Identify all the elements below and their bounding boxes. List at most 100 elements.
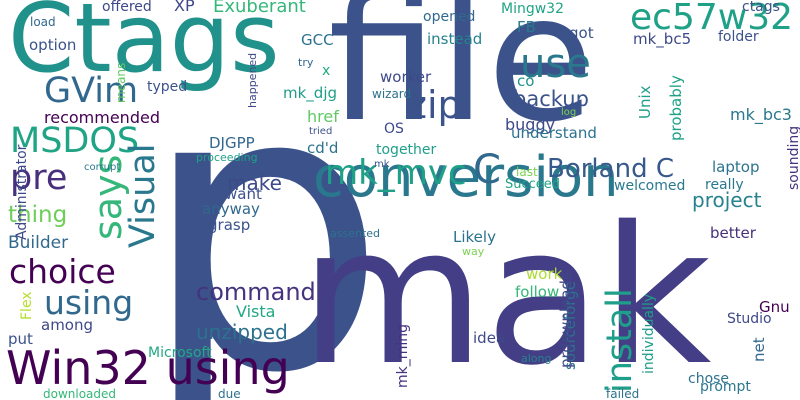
word-due: due (218, 387, 241, 400)
word-mk-bc5: mk_bc5 (633, 30, 692, 48)
word-recommended: recommended (44, 108, 160, 127)
word-happened: happened (246, 52, 259, 108)
word-likely: Likely (453, 228, 496, 246)
word-assented: assented (330, 227, 381, 240)
word-anyway: anyway (202, 200, 260, 218)
word-worker: worker (380, 68, 432, 86)
word-win32-using: Win32 using (6, 341, 290, 395)
word-option: option (29, 36, 77, 54)
word-backup: backup (513, 87, 589, 111)
word-log: log (561, 107, 577, 118)
word-mingw32: Mingw32 (501, 1, 564, 17)
word-prdownloads: prdownloads (557, 272, 575, 368)
word-idea: idea (473, 329, 506, 347)
word-want: want (225, 185, 262, 203)
word-href: href (307, 107, 339, 126)
word-mk-mvc: mk_mvc (325, 153, 467, 193)
word-os: OS (384, 121, 404, 137)
word-ctags: ctags (742, 0, 780, 15)
word-folder: folder (718, 29, 759, 45)
word-pre: pre (10, 158, 68, 198)
word-c: C (473, 147, 501, 193)
word-put: put (8, 330, 33, 348)
word-cd-d: cd'd (307, 139, 339, 157)
word-welcomed: welcomed (614, 178, 686, 194)
word-got: got (569, 24, 594, 42)
word-individually: individually (641, 293, 657, 374)
word-project: project (692, 188, 762, 212)
word-failed: failed (606, 387, 640, 400)
word-using: using (44, 283, 134, 322)
word-mk-djg: mk_djg (283, 84, 338, 102)
word-understand: understand (511, 124, 597, 142)
word-fb: FB (517, 18, 536, 36)
word-really: really (705, 177, 744, 193)
word-co: co (517, 72, 535, 90)
word-make: make (227, 171, 282, 195)
word-xp: XP (174, 0, 195, 15)
word-means: means (114, 62, 128, 103)
word-msdos: MSDOS (10, 121, 140, 161)
word-net: net (750, 337, 768, 362)
word-administrator: Administrator (14, 144, 30, 240)
word-probably: probably (667, 75, 685, 141)
word-load: load (30, 15, 56, 29)
word-choice: choice (9, 252, 116, 291)
word-gnu: Gnu (759, 298, 790, 316)
word-wizard: wizard (372, 87, 412, 101)
word-thing: thing (8, 202, 68, 228)
word-better: better (710, 224, 756, 242)
word-proceeding: proceeding (196, 151, 258, 164)
word-way: way (462, 245, 485, 258)
word-ec57w32: ec57w32 (630, 0, 794, 38)
word-studio: Studio (727, 311, 772, 327)
word-vista: Vista (236, 302, 276, 321)
word-visual: Visual (123, 143, 163, 249)
word-microsoft: Microsoft (148, 345, 212, 361)
word-gvim: GVim (44, 71, 139, 111)
word-conversion: conversion (313, 145, 619, 210)
word-laptop: laptop (712, 158, 760, 176)
word-unzipped: unzipped (196, 320, 288, 344)
word-follow: follow (515, 283, 560, 301)
word-zip: zip (407, 83, 462, 127)
word-p: p (140, 4, 388, 400)
word-djgpp: DJGPP (209, 134, 255, 152)
word-instead: instead (427, 30, 483, 48)
word-unix: Unix (636, 85, 654, 119)
word-ctags: Ctags (8, 0, 280, 94)
word-flex: Flex (19, 291, 35, 320)
word-prompt: prompt (700, 379, 751, 395)
word-along: along (521, 352, 552, 365)
word-install: install (600, 288, 640, 393)
word-mak: mak (300, 186, 712, 400)
word-typed: typed (147, 79, 188, 95)
word-borland-c: Borland C (547, 154, 674, 184)
word-tried: tried (309, 126, 333, 137)
word-among: among (41, 316, 94, 334)
word-last: last (516, 165, 538, 179)
word-exuberant: Exuberant (213, 0, 306, 17)
word-buggy: buggy (505, 115, 556, 134)
word-succeed: Succeed (505, 177, 561, 192)
word-work: work (526, 265, 563, 283)
word-gcc: GCC (301, 31, 334, 49)
word-mk-bc3: mk_bc3 (730, 105, 792, 124)
word-offered: offered (102, 0, 152, 15)
word-file: file (328, 0, 595, 161)
word-mk-ming: mk_ming (395, 323, 411, 388)
word-sounding: sounding (786, 125, 800, 190)
word-x: x (322, 63, 331, 79)
word-grasp: grasp (208, 216, 251, 234)
word-together: together (376, 142, 437, 158)
word-opened: opened (423, 9, 476, 25)
word-downloaded: downloaded (43, 387, 117, 400)
word-mk: mk (374, 159, 390, 170)
word-try: try (298, 56, 314, 69)
word-corrupt: corrupt (84, 162, 121, 173)
word-builder: Builder (8, 233, 69, 253)
word-use: use (520, 41, 591, 87)
word-chose: chose (688, 371, 730, 387)
word-command: command (196, 278, 316, 306)
